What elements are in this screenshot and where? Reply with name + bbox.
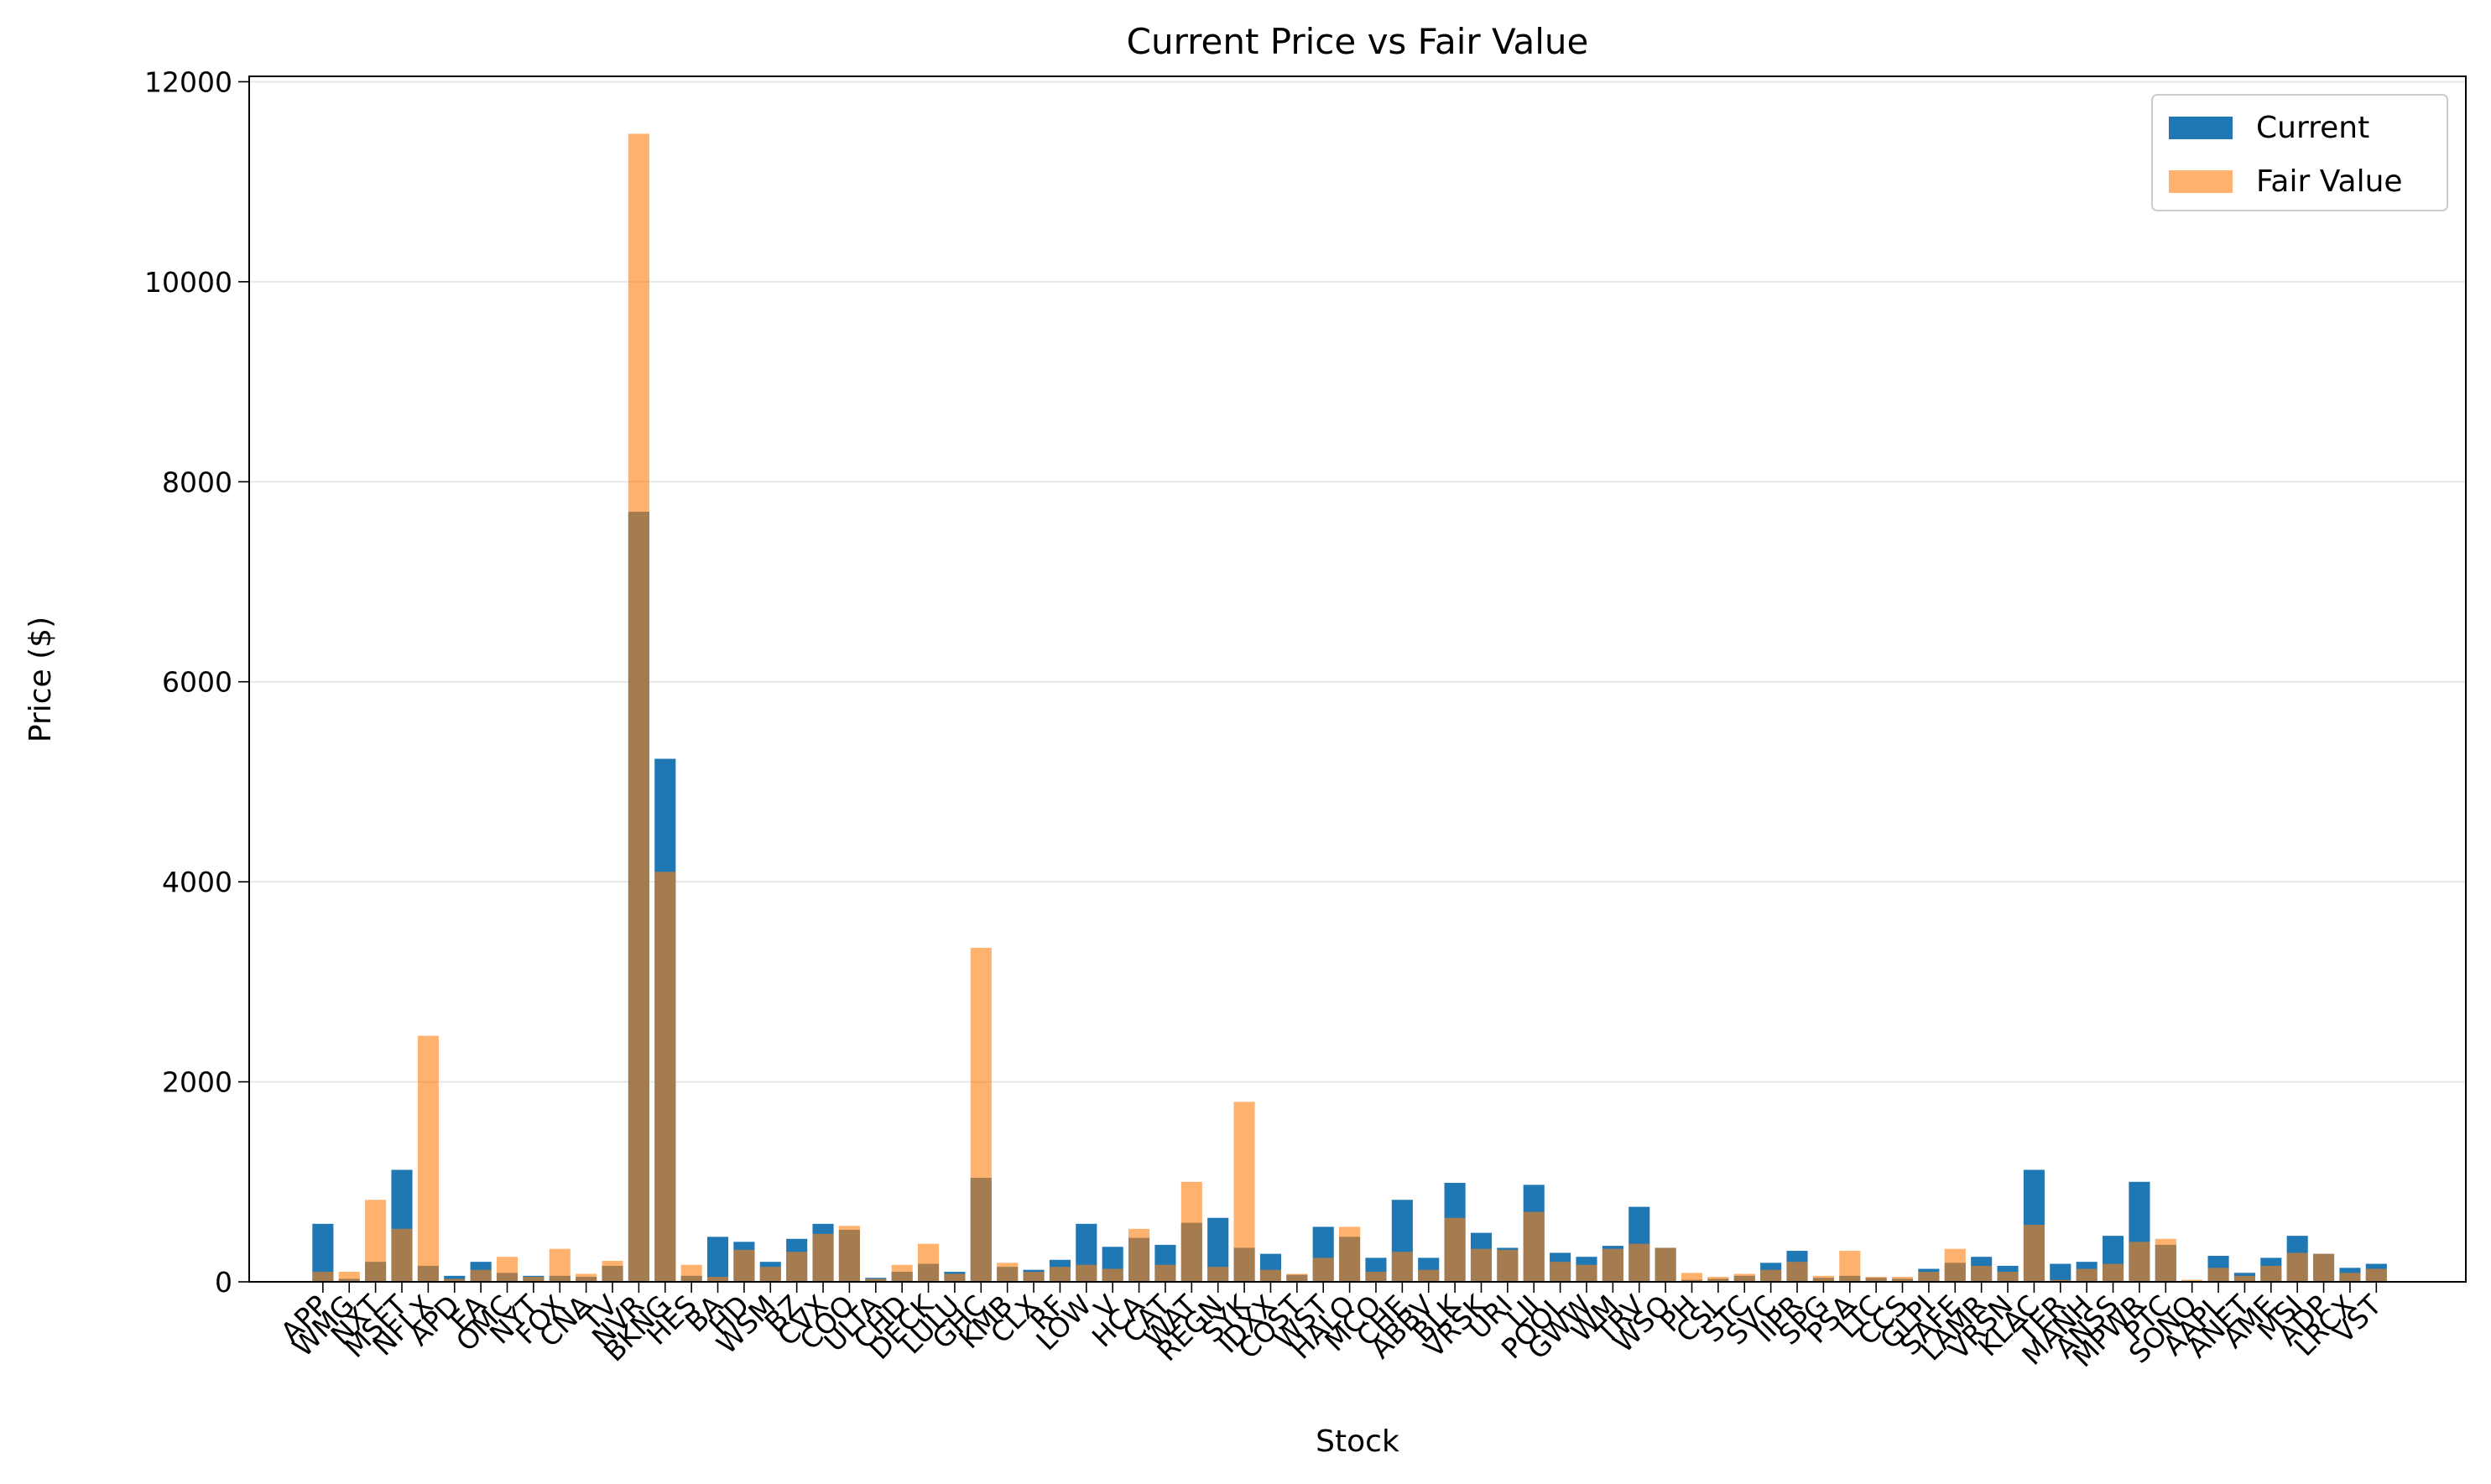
bar [1839, 1251, 1861, 1282]
bar [312, 1272, 334, 1282]
bar [417, 1035, 439, 1282]
bar [1576, 1264, 1597, 1282]
bar [1444, 1217, 1466, 1282]
bar [1971, 1265, 1993, 1282]
y-tick-label: 6000 [162, 666, 232, 699]
bar [706, 1237, 729, 1282]
bar [1865, 1277, 1887, 1282]
bar [1391, 1252, 1413, 1282]
bar [2313, 1253, 2335, 1282]
bar [1602, 1248, 1623, 1282]
bar [549, 1248, 571, 1282]
bar [2050, 1279, 2071, 1282]
bar [2050, 1263, 2071, 1282]
bar [2339, 1273, 2361, 1282]
bar [1076, 1264, 1097, 1282]
bar [1655, 1247, 1676, 1282]
bar [733, 1249, 755, 1282]
bar [891, 1264, 913, 1282]
bar [2181, 1279, 2203, 1282]
bar [470, 1269, 492, 1282]
bar [997, 1263, 1019, 1282]
bar [1365, 1272, 1387, 1282]
bar [2102, 1263, 2124, 1282]
bar [1233, 1101, 1255, 1282]
bar [1786, 1262, 1808, 1282]
bar [1286, 1273, 1308, 1282]
y-tick-label: 10000 [144, 266, 232, 299]
bar [944, 1273, 966, 1282]
bar [1128, 1228, 1150, 1282]
bar [1629, 1243, 1650, 1282]
bar [2076, 1268, 2098, 1282]
bar [1918, 1272, 1940, 1282]
bar [1550, 1262, 1571, 1282]
plot-frame [248, 76, 2467, 1283]
bar [706, 1277, 729, 1282]
legend-swatch [2169, 117, 2233, 139]
legend-swatch [2169, 170, 2233, 193]
bar [1180, 1181, 1202, 1282]
bar [654, 872, 676, 1282]
bar [1207, 1267, 1229, 1282]
bar [444, 1278, 466, 1282]
bar [1891, 1277, 1914, 1282]
bar [1707, 1277, 1729, 1282]
bar [2129, 1242, 2150, 1282]
bar [1523, 1211, 1545, 1282]
y-tick-label: 4000 [162, 866, 232, 898]
y-tick-label: 12000 [144, 65, 232, 98]
bar [970, 947, 992, 1282]
bar [2365, 1268, 2387, 1282]
bar [2233, 1275, 2255, 1282]
bar [1733, 1273, 1755, 1282]
bar [2155, 1238, 2176, 1282]
bar [496, 1257, 519, 1282]
legend: Current Fair Value [2151, 94, 2448, 211]
bar [2207, 1268, 2229, 1282]
bar [628, 133, 649, 1282]
bar [1339, 1226, 1361, 1282]
bar [1497, 1249, 1519, 1282]
x-axis-label: Stock [1316, 1424, 1399, 1459]
bar [1023, 1272, 1045, 1282]
bar [865, 1278, 887, 1282]
bar [1154, 1264, 1176, 1282]
bar [812, 1233, 834, 1282]
bar [1470, 1248, 1493, 1282]
bar [338, 1272, 360, 1282]
bar [1102, 1268, 1123, 1282]
bar [602, 1260, 623, 1282]
y-axis-label: Price ($) [23, 617, 58, 742]
y-tick-label: 2000 [162, 1066, 232, 1099]
y-tick-label: 0 [215, 1266, 232, 1299]
bar [1944, 1248, 1966, 1282]
bar [759, 1267, 781, 1282]
bar [917, 1243, 940, 1282]
bar [1418, 1269, 1440, 1282]
bar [838, 1226, 860, 1282]
bar [523, 1277, 545, 1282]
bar [1760, 1269, 1782, 1282]
bar [1049, 1267, 1071, 1282]
chart-title: Current Price vs Fair Value [1127, 21, 1589, 62]
bar [576, 1273, 597, 1282]
bar [2260, 1265, 2282, 1282]
legend-label: Current [2256, 111, 2369, 145]
bar [1681, 1273, 1703, 1282]
bar [680, 1264, 702, 1282]
bar [786, 1252, 808, 1282]
bar [391, 1228, 413, 1282]
bar [1812, 1275, 1834, 1282]
bar [365, 1200, 387, 1282]
bar [1259, 1269, 1282, 1282]
bar [2286, 1252, 2308, 1282]
bar [2023, 1225, 2045, 1282]
y-tick-label: 8000 [162, 466, 232, 498]
bar [1997, 1272, 2019, 1282]
legend-label: Fair Value [2256, 164, 2403, 199]
bar [1312, 1257, 1334, 1282]
